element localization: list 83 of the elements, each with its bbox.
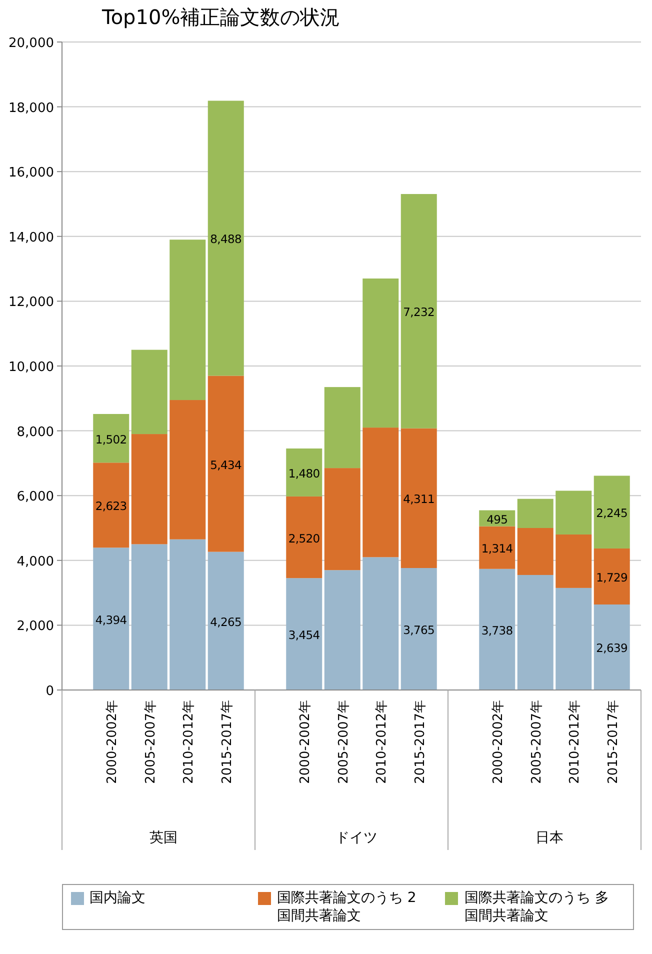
- x-tick-label: 2005-2007年: [336, 700, 352, 784]
- bar: [400, 428, 437, 568]
- x-tick-label: 2005-2007年: [529, 700, 544, 784]
- x-tick-label: 2000-2002年: [491, 700, 506, 784]
- bar: [324, 387, 360, 468]
- bar: [131, 544, 168, 690]
- x-tick-label: 2005-2007年: [143, 700, 158, 784]
- bar: [517, 574, 554, 690]
- x-tick-label: 2010-2012年: [182, 700, 197, 784]
- y-tick-label: 20,000: [8, 36, 54, 51]
- x-axis-title: 日本: [536, 830, 564, 846]
- y-tick-label: 10,000: [8, 360, 54, 375]
- x-tick-label: 2010-2012年: [374, 700, 390, 784]
- legend-label: 国内論文: [90, 889, 147, 907]
- bar: [93, 462, 130, 548]
- data-label: 7,232: [403, 305, 435, 320]
- data-label: 8,488: [210, 232, 242, 246]
- bar: [400, 194, 437, 428]
- y-tick-label: 2,000: [16, 619, 54, 634]
- y-tick-label: 4,000: [16, 554, 54, 570]
- bar: [400, 568, 437, 690]
- y-tick-label: 16,000: [8, 166, 54, 181]
- bar: [517, 498, 554, 528]
- x-axis-title: ドイツ: [336, 830, 378, 846]
- bar: [479, 526, 516, 569]
- x-tick-label: 2000-2002年: [105, 700, 120, 784]
- bar: [556, 588, 592, 690]
- data-label: 4,394: [95, 612, 127, 627]
- bar: [324, 570, 360, 690]
- data-label: 2,639: [596, 641, 628, 656]
- bar: [208, 376, 244, 552]
- bar: [594, 604, 630, 690]
- chart-title: Top10%補正論文数の状況: [101, 5, 340, 29]
- bar: [517, 528, 554, 575]
- bar: [479, 568, 516, 690]
- y-tick-label: 6,000: [16, 490, 54, 505]
- bar: [594, 476, 630, 548]
- x-tick-label: 2015-2017年: [220, 700, 235, 784]
- x-axis-title: 英国: [150, 830, 178, 846]
- y-tick-label: 12,000: [8, 295, 54, 310]
- y-tick-label: 0: [46, 684, 54, 699]
- data-label: 5,434: [210, 458, 242, 472]
- data-label: 4,311: [403, 492, 435, 506]
- legend-label: 国際共著論文のうち 2国間共著論文: [276, 889, 418, 925]
- bar: [208, 100, 244, 376]
- y-tick-label: 14,000: [8, 230, 54, 246]
- bar: [286, 448, 322, 496]
- x-tick-label: 2015-2017年: [412, 700, 428, 784]
- bar: [131, 434, 168, 544]
- bar: [556, 490, 592, 534]
- data-label: 3,738: [481, 623, 513, 638]
- data-label: 4,265: [210, 614, 242, 629]
- x-tick-label: 2000-2002年: [298, 700, 314, 784]
- bar: [170, 539, 206, 690]
- data-label: 2,245: [596, 506, 628, 520]
- data-label: 3,765: [403, 623, 435, 638]
- bar: [208, 552, 244, 690]
- data-label: 2,520: [288, 531, 320, 546]
- data-label: 3,454: [288, 628, 320, 642]
- data-label: 1,480: [288, 466, 320, 480]
- bar: [286, 496, 322, 578]
- y-tick-label: 18,000: [8, 100, 54, 116]
- x-tick-label: 2010-2012年: [568, 700, 583, 784]
- data-label: 1,729: [596, 570, 628, 584]
- bar: [594, 548, 630, 604]
- bar: [93, 548, 130, 690]
- legend-label: 国際共著論文のうち 多国間共著論文: [464, 889, 610, 925]
- data-label: 2,623: [95, 499, 127, 514]
- bar: [170, 240, 206, 400]
- bar: [131, 350, 168, 434]
- bar: [362, 278, 399, 428]
- data-label: 1,502: [95, 432, 127, 446]
- bar: [286, 578, 322, 690]
- x-tick-label: 2015-2017年: [606, 700, 621, 784]
- data-label: 1,314: [481, 542, 513, 556]
- bar: [556, 534, 592, 588]
- data-label: 495: [486, 512, 508, 526]
- bar: [93, 414, 130, 463]
- bar: [170, 400, 206, 540]
- bar: [324, 468, 360, 570]
- bar: [362, 557, 399, 690]
- y-tick-label: 8,000: [16, 424, 54, 440]
- bar: [362, 428, 399, 558]
